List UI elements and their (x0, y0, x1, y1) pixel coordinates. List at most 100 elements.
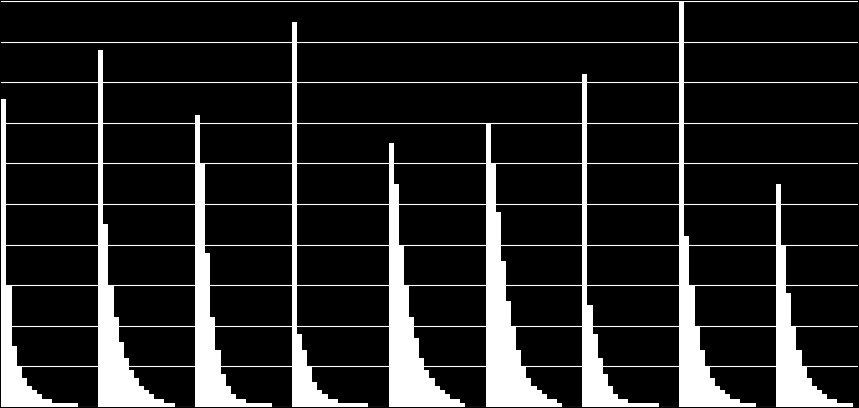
Bar (817, 390, 822, 407)
Bar (399, 244, 404, 407)
Bar (485, 123, 490, 407)
Bar (113, 317, 119, 407)
Bar (327, 399, 332, 407)
Bar (440, 390, 445, 407)
Bar (690, 285, 695, 407)
Bar (490, 164, 496, 407)
Bar (685, 236, 690, 407)
Bar (205, 253, 210, 407)
Bar (409, 317, 414, 407)
Bar (598, 358, 603, 407)
Bar (363, 403, 369, 407)
Bar (751, 403, 756, 407)
Bar (37, 395, 42, 407)
Bar (704, 366, 710, 407)
Bar (638, 403, 643, 407)
Bar (251, 403, 256, 407)
Bar (796, 350, 801, 407)
Bar (63, 403, 68, 407)
Bar (231, 395, 236, 407)
Bar (521, 366, 527, 407)
Bar (848, 403, 852, 407)
Bar (776, 184, 781, 407)
Bar (358, 403, 363, 407)
Bar (516, 350, 521, 407)
Bar (27, 386, 32, 407)
Bar (332, 399, 338, 407)
Bar (730, 399, 735, 407)
Bar (582, 74, 588, 407)
Bar (200, 164, 205, 407)
Bar (32, 390, 37, 407)
Bar (216, 350, 221, 407)
Bar (144, 390, 149, 407)
Bar (618, 399, 623, 407)
Bar (2, 99, 7, 407)
Bar (58, 403, 63, 407)
Bar (735, 399, 740, 407)
Bar (393, 184, 399, 407)
Bar (588, 305, 593, 407)
Bar (511, 326, 516, 407)
Bar (266, 403, 271, 407)
Bar (404, 285, 409, 407)
Bar (623, 399, 628, 407)
Bar (628, 403, 633, 407)
Bar (7, 285, 11, 407)
Bar (353, 403, 358, 407)
Bar (119, 342, 124, 407)
Bar (654, 403, 659, 407)
Bar (450, 399, 455, 407)
Bar (155, 399, 160, 407)
Bar (73, 403, 78, 407)
Bar (297, 334, 302, 407)
Bar (317, 390, 322, 407)
Bar (292, 22, 297, 407)
Bar (791, 326, 796, 407)
Bar (506, 301, 511, 407)
Bar (827, 399, 832, 407)
Bar (103, 224, 108, 407)
Bar (613, 395, 618, 407)
Bar (455, 399, 460, 407)
Bar (47, 399, 52, 407)
Bar (68, 403, 73, 407)
Bar (460, 403, 466, 407)
Bar (261, 403, 266, 407)
Bar (551, 399, 557, 407)
Bar (226, 386, 231, 407)
Bar (149, 395, 155, 407)
Bar (695, 326, 699, 407)
Bar (124, 358, 129, 407)
Bar (164, 403, 169, 407)
Bar (98, 50, 103, 407)
Bar (649, 403, 654, 407)
Bar (812, 386, 817, 407)
Bar (389, 143, 393, 407)
Bar (435, 386, 440, 407)
Bar (725, 395, 730, 407)
Bar (169, 403, 174, 407)
Bar (608, 386, 613, 407)
Bar (532, 386, 537, 407)
Bar (195, 115, 200, 407)
Bar (221, 374, 226, 407)
Bar (537, 390, 542, 407)
Bar (527, 378, 532, 407)
Bar (781, 244, 786, 407)
Bar (832, 399, 838, 407)
Bar (445, 395, 450, 407)
Bar (419, 358, 424, 407)
Bar (42, 399, 47, 407)
Bar (16, 366, 21, 407)
Bar (643, 403, 649, 407)
Bar (21, 378, 27, 407)
Bar (740, 403, 746, 407)
Bar (108, 285, 113, 407)
Bar (720, 390, 725, 407)
Bar (236, 399, 241, 407)
Bar (557, 403, 562, 407)
Bar (256, 403, 261, 407)
Bar (338, 403, 343, 407)
Bar (424, 370, 430, 407)
